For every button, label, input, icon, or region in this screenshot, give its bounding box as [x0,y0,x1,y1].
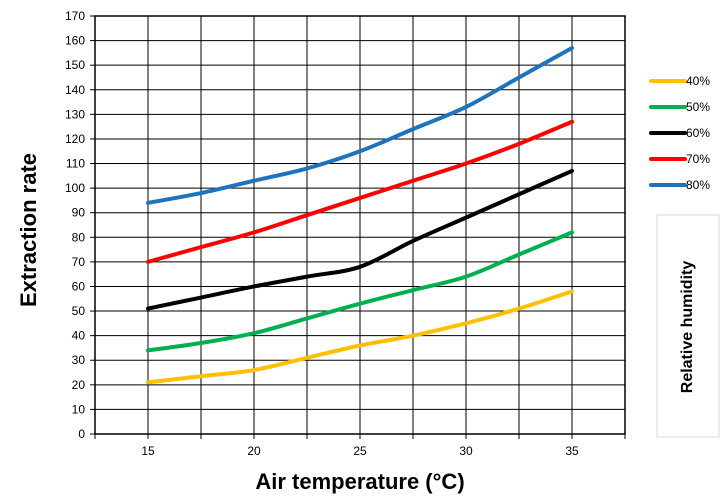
y-axis-ticks: 0 10 20 30 40 50 60 70 80 90 100 110 120 130 140 150 160… [65,9,95,441]
y-tick-label: 140 [65,83,85,97]
legend: 40% 50% 60% 70% 80% [649,74,710,192]
x-axis-ticks: 15 20 25 30 35 [94,434,626,458]
y-tick-label: 80 [72,230,86,244]
legend-title: Relative humidity [679,261,696,394]
y-tick-label: 130 [65,107,85,121]
y-tick-label: 150 [65,58,85,72]
series-line-50pct [146,230,574,353]
y-axis-title: Extraction rate [16,153,41,307]
y-tick-label: 0 [78,427,85,441]
y-tick-label: 160 [65,34,85,48]
y-tick-label: 110 [66,157,85,171]
y-tick-label: 170 [65,9,85,23]
y-tick-label: 70 [72,255,86,269]
series-line-60pct [146,168,574,311]
x-tick-label: 35 [565,444,579,458]
series-line-80pct [146,45,574,205]
y-tick-label: 50 [72,304,86,318]
y-tick-label: 120 [65,132,85,146]
legend-label: 70% [686,152,710,166]
y-tick-label: 30 [72,353,86,367]
y-tick-label: 90 [72,206,86,220]
y-tick-label: 100 [65,181,85,195]
x-tick-label: 25 [353,444,367,458]
legend-title-box [656,214,720,438]
legend-label: 80% [686,178,710,192]
series-lines [146,45,574,385]
legend-label: 40% [686,74,710,88]
y-tick-label: 10 [72,402,86,416]
y-tick-label: 40 [72,329,86,343]
y-tick-label: 20 [72,378,86,392]
x-tick-label: 15 [141,444,155,458]
x-tick-label: 30 [459,444,473,458]
legend-label: 60% [686,126,710,140]
series-line-70pct [146,119,574,264]
y-tick-label: 60 [72,279,86,293]
x-axis-title: Air temperature (°C) [255,469,464,494]
x-tick-label: 20 [247,444,261,458]
legend-label: 50% [686,100,710,114]
series-line-40pct [146,289,574,385]
